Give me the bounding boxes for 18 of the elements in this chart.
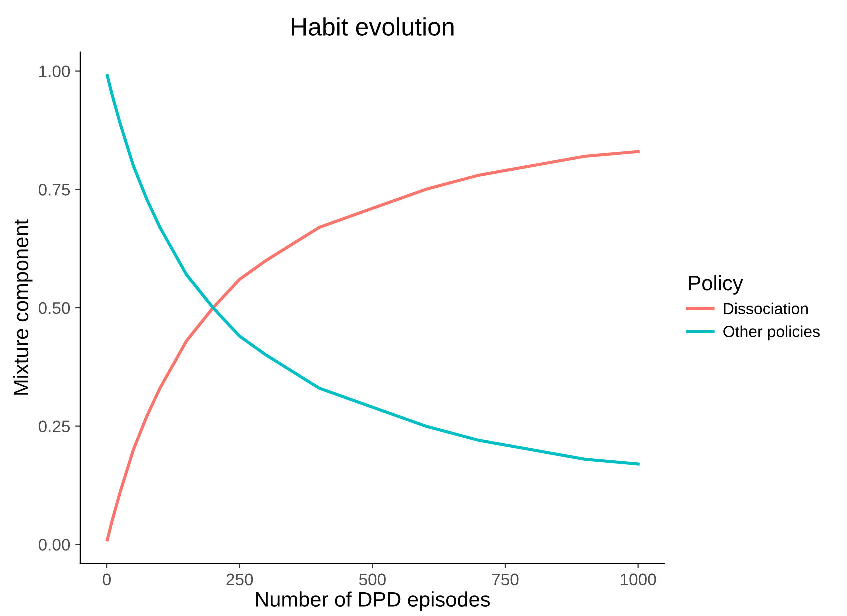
x-tick-label: 0 <box>103 574 112 586</box>
legend-title: Policy <box>689 275 744 295</box>
line-series <box>106 74 640 466</box>
x-tick-label: 750 <box>492 574 519 586</box>
y-tick-label: 1.00 <box>40 66 70 78</box>
x-tick-label: 1000 <box>621 574 656 586</box>
x-tick-label: 250 <box>226 574 254 586</box>
y-tick-label: 0.25 <box>38 420 70 433</box>
y-axis-title: Mixture component <box>13 220 33 395</box>
chart-title: Habit evolution <box>292 18 454 36</box>
legend-label: Dissociation <box>724 302 808 315</box>
y-tick-label: 0.75 <box>38 184 70 196</box>
y-tick-label: 0.50 <box>38 302 70 314</box>
x-tick-label: 500 <box>359 574 386 586</box>
line-series <box>106 150 640 542</box>
x-axis-title: Number of DPD episodes <box>256 592 490 612</box>
y-tick-label: 0.00 <box>38 539 70 551</box>
legend-label: Other policies <box>724 326 820 341</box>
